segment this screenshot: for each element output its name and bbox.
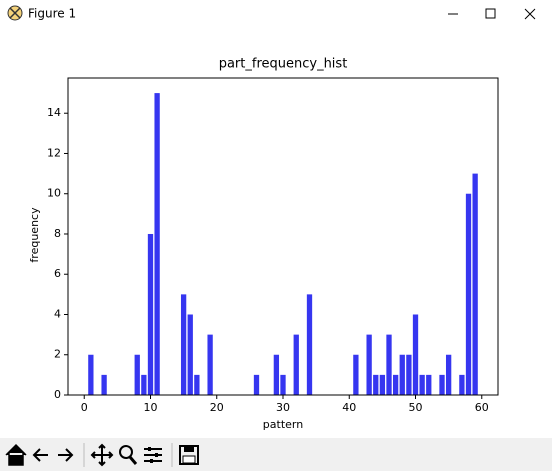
close-button[interactable] (508, 0, 552, 28)
bar (386, 334, 392, 395)
bar (180, 294, 187, 395)
bar (353, 354, 359, 395)
bar (406, 354, 412, 395)
pan-button[interactable] (90, 443, 114, 467)
bar (273, 354, 280, 395)
bar (141, 374, 147, 395)
x-tick-label: 60 (475, 401, 489, 414)
y-tick-label: 2 (54, 348, 61, 361)
bar (187, 314, 193, 395)
bar (373, 374, 379, 395)
bar (194, 374, 200, 395)
bar (293, 334, 299, 395)
y-tick-label: 10 (47, 187, 61, 200)
bar (379, 374, 386, 395)
x-tick-label: 50 (409, 401, 423, 414)
bar (439, 374, 445, 395)
bar (306, 294, 313, 395)
minimize-button[interactable] (436, 0, 472, 28)
bar (412, 314, 419, 395)
y-tick-label: 8 (54, 227, 61, 240)
bar (280, 374, 286, 395)
window-title: Figure 1 (28, 7, 76, 21)
x-axis-label: pattern (263, 418, 303, 431)
app-icon (7, 5, 23, 21)
x-tick-label: 40 (342, 401, 356, 414)
bar (207, 334, 213, 395)
x-tick-label: 20 (210, 401, 224, 414)
y-tick-label: 12 (47, 146, 61, 159)
bar (392, 374, 399, 395)
x-tick-label: 30 (276, 401, 290, 414)
bar (253, 374, 260, 395)
y-tick-label: 6 (54, 267, 61, 280)
bar (134, 354, 140, 395)
y-axis-label: frequency (28, 207, 41, 263)
back-button[interactable] (32, 448, 48, 462)
bar (445, 354, 452, 395)
bar (459, 374, 465, 395)
x-tick-label: 0 (81, 401, 88, 414)
bar (419, 374, 425, 395)
save-button[interactable] (179, 445, 199, 465)
bar (147, 233, 154, 395)
plot: 0 2 4 6 8 10 12 14 0 10 20 30 40 50 60 (47, 77, 499, 414)
zoom-button[interactable] (119, 445, 138, 465)
bar (366, 334, 372, 395)
x-tick-label: 10 (143, 401, 157, 414)
configure-button[interactable] (144, 447, 162, 463)
chart-title: part_frequency_hist (219, 57, 348, 72)
bar (465, 193, 472, 395)
bar (426, 374, 432, 395)
bar (101, 374, 107, 395)
home-button[interactable] (5, 443, 27, 466)
y-tick-label: 4 (54, 307, 61, 320)
bar (88, 354, 94, 395)
forward-button[interactable] (58, 448, 74, 462)
bar (472, 173, 478, 395)
y-tick-label: 0 (54, 388, 61, 401)
y-tick-label: 14 (47, 106, 61, 119)
maximize-button[interactable] (472, 0, 508, 28)
toolbar (0, 438, 552, 471)
bar (154, 93, 160, 395)
bar (399, 354, 405, 395)
